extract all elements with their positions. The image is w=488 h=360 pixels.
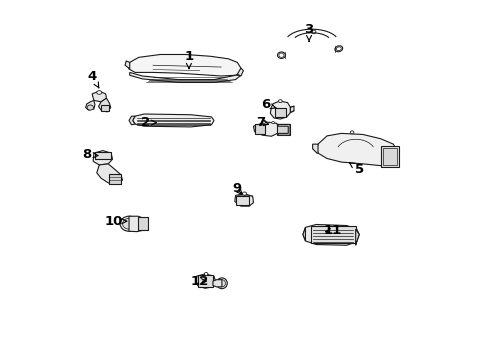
Ellipse shape — [204, 273, 207, 275]
Bar — [380, 146, 399, 167]
Bar — [109, 174, 121, 184]
Bar — [310, 226, 355, 243]
Ellipse shape — [334, 46, 342, 52]
Ellipse shape — [218, 280, 225, 287]
Polygon shape — [129, 116, 135, 125]
Polygon shape — [125, 61, 129, 69]
Text: 2: 2 — [141, 116, 156, 129]
Polygon shape — [97, 164, 122, 184]
Polygon shape — [85, 100, 95, 110]
Text: 5: 5 — [348, 163, 363, 176]
Polygon shape — [277, 125, 289, 135]
Ellipse shape — [278, 100, 282, 103]
Polygon shape — [132, 114, 214, 127]
Ellipse shape — [278, 53, 284, 57]
Text: 7: 7 — [256, 116, 268, 129]
Bar — [382, 148, 396, 165]
Text: 6: 6 — [261, 98, 276, 111]
Ellipse shape — [122, 219, 135, 229]
Text: 4: 4 — [87, 69, 99, 88]
Polygon shape — [253, 122, 278, 136]
Polygon shape — [99, 98, 110, 112]
Text: 10: 10 — [104, 215, 126, 228]
Text: 11: 11 — [323, 224, 341, 238]
Ellipse shape — [97, 91, 102, 94]
Text: 12: 12 — [190, 275, 208, 288]
Polygon shape — [129, 72, 241, 82]
Polygon shape — [234, 194, 253, 206]
Ellipse shape — [216, 278, 227, 289]
Ellipse shape — [277, 52, 285, 58]
Text: 3: 3 — [304, 23, 313, 41]
Polygon shape — [316, 134, 396, 166]
Polygon shape — [129, 216, 147, 231]
Polygon shape — [270, 101, 290, 119]
Text: 8: 8 — [82, 148, 98, 161]
Bar — [255, 124, 265, 134]
Bar — [94, 152, 110, 159]
Polygon shape — [128, 54, 241, 76]
Bar — [274, 108, 285, 117]
Ellipse shape — [271, 122, 274, 124]
Ellipse shape — [336, 47, 341, 51]
Ellipse shape — [311, 30, 315, 34]
Polygon shape — [303, 227, 305, 241]
Bar — [277, 125, 289, 135]
Polygon shape — [196, 274, 215, 288]
Ellipse shape — [349, 131, 353, 134]
Polygon shape — [212, 280, 222, 287]
Bar — [138, 217, 148, 230]
Polygon shape — [355, 229, 359, 245]
Ellipse shape — [87, 105, 93, 110]
Polygon shape — [303, 225, 359, 245]
Ellipse shape — [242, 192, 246, 195]
Bar — [236, 196, 248, 205]
Polygon shape — [290, 106, 293, 113]
Polygon shape — [92, 91, 106, 102]
Ellipse shape — [120, 216, 138, 231]
Text: 9: 9 — [232, 183, 242, 195]
Bar — [198, 275, 212, 287]
Polygon shape — [312, 144, 317, 153]
Text: 1: 1 — [184, 50, 193, 69]
Ellipse shape — [262, 121, 265, 123]
Bar — [101, 105, 109, 111]
Polygon shape — [237, 68, 243, 76]
Polygon shape — [93, 150, 112, 165]
